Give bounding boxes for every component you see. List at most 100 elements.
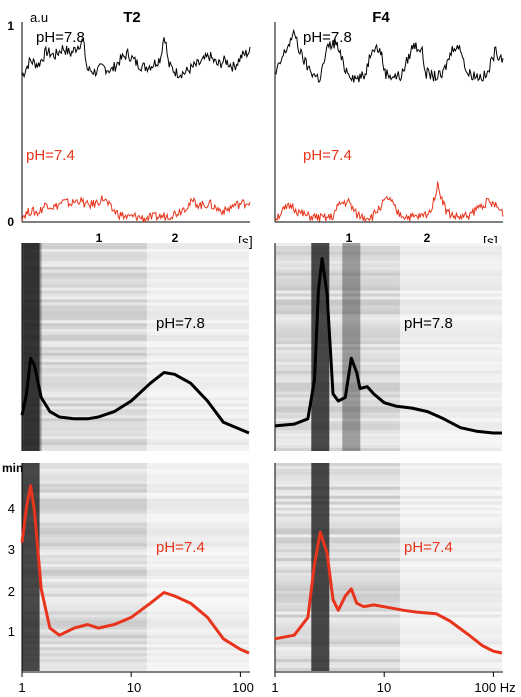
- spectro-row: [275, 549, 502, 553]
- spectro-row: [22, 561, 249, 565]
- spectro-row: [22, 504, 249, 509]
- spectro-row: [275, 323, 502, 327]
- panel-title-t2: T2: [123, 9, 141, 26]
- spectro-row: [275, 379, 502, 384]
- spectro-row: [275, 409, 502, 413]
- spectro-row: [275, 620, 502, 625]
- spectro-row: [275, 510, 502, 515]
- trace-label-ph74-f4: pH=7.4: [303, 147, 352, 164]
- spectro-row: [22, 474, 249, 479]
- spectro-row: [275, 445, 502, 449]
- spectro-row: [275, 358, 502, 363]
- spectro-row: [275, 344, 502, 348]
- spectro-row: [275, 638, 502, 642]
- spectro-row: [22, 284, 249, 289]
- spectro-row: [275, 570, 502, 574]
- spectro-row: [275, 385, 502, 390]
- spectro-row: [275, 376, 502, 381]
- spectro-row: [275, 519, 502, 524]
- spectro-row: [275, 317, 502, 321]
- spectro-row: [275, 650, 502, 654]
- spectro-row: [275, 626, 502, 630]
- spectrogram-background-t2-ph74: [22, 463, 249, 671]
- spectro-row: [275, 602, 502, 607]
- spectro-row: [22, 352, 249, 357]
- spectro-row: [275, 617, 502, 622]
- min-tick-4: 4: [8, 501, 15, 516]
- spectro-row: [275, 466, 502, 470]
- spectro-row: [275, 302, 502, 306]
- spectro-row: [22, 299, 249, 304]
- spectro-dark-band: [23, 243, 42, 451]
- spectrum-curve-line: [274, 257, 502, 435]
- spectro-row: [275, 596, 502, 601]
- spectro-row: [22, 418, 249, 422]
- spectro-row: [22, 409, 249, 413]
- spectro-label-f4-ph78: pH=7.8: [404, 315, 453, 332]
- spectro-row: [275, 546, 502, 550]
- spectro-row: [275, 477, 502, 482]
- spectro-row: [22, 662, 249, 666]
- spectro-row: [275, 480, 502, 485]
- spectro-row: [275, 463, 502, 467]
- spectro-row: [275, 584, 502, 589]
- spectro-row: [275, 350, 502, 354]
- spectrum-curve-t2-ph74: [20, 484, 250, 655]
- freq-tick-left-10: 10: [127, 680, 141, 695]
- spectro-row: [22, 546, 249, 550]
- spectro-row: [275, 412, 502, 416]
- spectro-row: [22, 483, 249, 488]
- spectro-row: [275, 296, 502, 301]
- spectro-row: [275, 415, 502, 419]
- spectro-row: [275, 528, 502, 532]
- spectrum-curve-line: [20, 484, 250, 655]
- spectro-row: [275, 367, 502, 372]
- spectro-row: [22, 329, 249, 333]
- spectro-row: [22, 379, 249, 384]
- spectro-row: [22, 501, 249, 506]
- spectro-row: [275, 623, 502, 628]
- y-unit-label: a.u: [30, 10, 48, 25]
- spectro-row: [275, 275, 502, 280]
- spectro-row: [275, 338, 502, 342]
- spectro-row: [275, 474, 502, 479]
- spectro-row: [275, 355, 502, 360]
- spectro-row: [22, 251, 249, 256]
- spectro-row: [275, 335, 502, 339]
- spectro-row: [22, 388, 249, 393]
- spectro-row: [275, 320, 502, 324]
- spectro-row: [22, 466, 249, 470]
- spectro-row: [22, 602, 249, 607]
- spectro-row: [275, 388, 502, 393]
- spectro-row: [275, 501, 502, 506]
- frequency-ticks: [21, 672, 494, 677]
- spectro-row: [22, 581, 249, 586]
- spectro-row: [275, 341, 502, 345]
- spectro-row: [275, 471, 502, 476]
- spectro-row: [275, 281, 502, 286]
- spectro-row: [22, 260, 249, 265]
- spectro-row: [22, 311, 249, 315]
- spectro-label-t2-ph78: pH=7.8: [156, 315, 205, 332]
- spectro-row: [275, 251, 502, 256]
- spectro-row: [22, 287, 249, 292]
- spectro-row: [22, 320, 249, 324]
- spectro-row: [22, 442, 249, 446]
- spectro-row: [275, 246, 502, 250]
- spectro-row: [22, 543, 249, 547]
- freq-tick-right-100hz: 100 Hz: [474, 680, 515, 695]
- trace-f4-series-0: [274, 28, 504, 83]
- spectro-row: [275, 406, 502, 410]
- spectro-row: [275, 537, 502, 541]
- spectro-row: [275, 352, 502, 357]
- spectro-row: [275, 498, 502, 503]
- spectro-row: [275, 575, 502, 580]
- spectro-row: [22, 314, 249, 318]
- spectro-row: [22, 391, 249, 396]
- spectro-row: [275, 644, 502, 648]
- spectro-row: [275, 665, 502, 669]
- spectro-row: [22, 463, 249, 467]
- spectro-row: [275, 299, 502, 304]
- spectro-row: [22, 626, 249, 630]
- spectro-row: [22, 344, 249, 348]
